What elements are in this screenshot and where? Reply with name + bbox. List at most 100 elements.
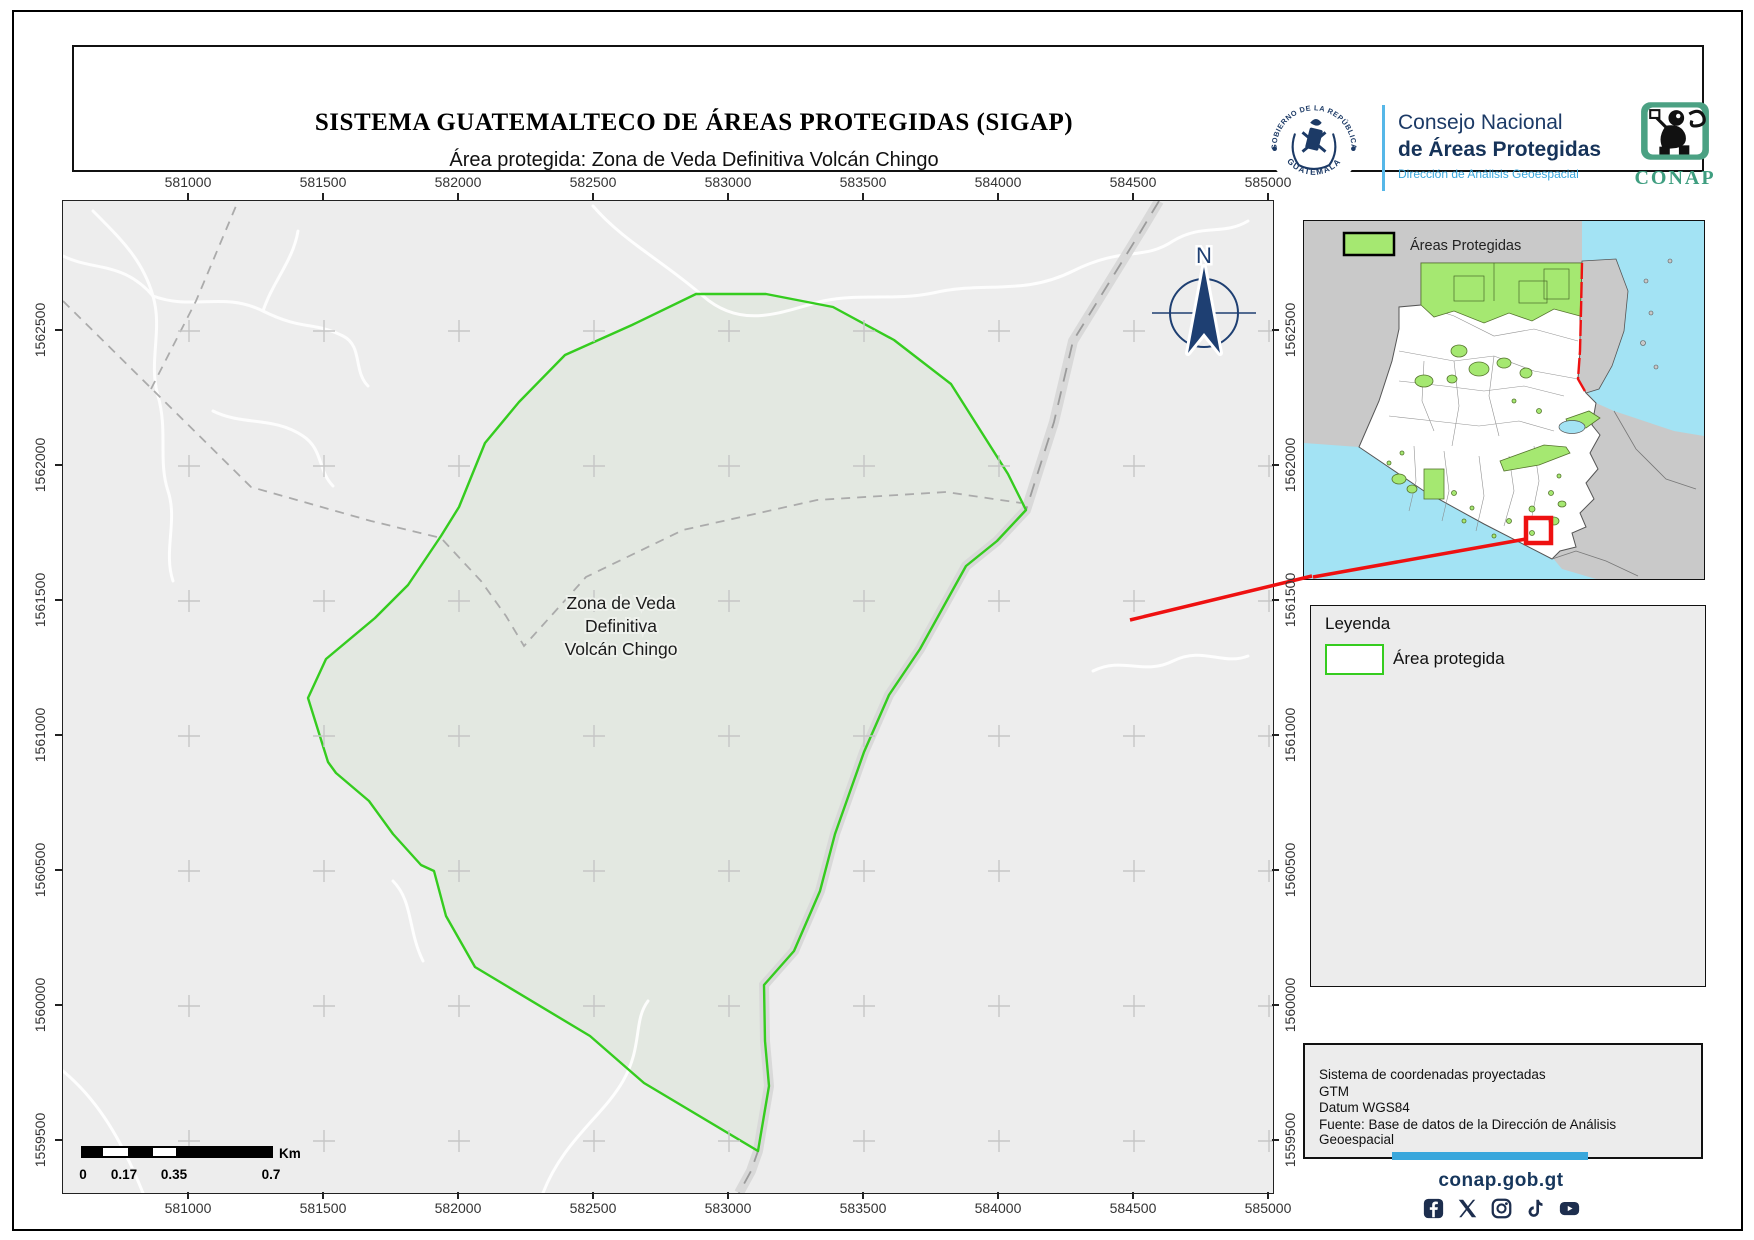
facebook-icon[interactable] (1423, 1198, 1444, 1219)
x-twitter-icon[interactable] (1457, 1198, 1478, 1219)
grid-crosses (178, 320, 1280, 1152)
protected-area-outline (306, 292, 1028, 1153)
y-tick (1272, 734, 1279, 736)
scale-unit: Km (279, 1146, 301, 1161)
x-tick-label-bottom: 581000 (164, 1200, 212, 1216)
location-highlight-rect (1523, 515, 1554, 546)
svg-text:Volcán Chingo: Volcán Chingo (565, 639, 678, 659)
x-tick (862, 193, 864, 200)
tiktok-icon[interactable] (1525, 1198, 1546, 1219)
footer-accent-bar (1392, 1152, 1588, 1160)
protected-area-swatch (1325, 644, 1384, 675)
y-tick (1272, 464, 1279, 466)
legend-panel: Leyenda Área protegida (1310, 605, 1706, 987)
coordinate-info-panel: Sistema de coordenadas proyectadas GTM D… (1303, 1043, 1703, 1159)
website-link[interactable]: conap.gob.gt (1438, 1170, 1564, 1191)
y-tick-label-left: 1562500 (32, 302, 48, 358)
page-border (12, 10, 1743, 1231)
inset-legend: Áreas Protegidas (1342, 231, 1521, 257)
x-tick-label-bottom: 582500 (569, 1200, 617, 1216)
x-tick (1267, 193, 1269, 200)
x-tick (1267, 1192, 1269, 1199)
north-label: N (1196, 243, 1212, 268)
y-tick (1272, 329, 1279, 331)
svg-text:0.35: 0.35 (161, 1167, 188, 1182)
info-line: GTM (1319, 1083, 1349, 1099)
leader-line-outer (1129, 574, 1313, 622)
title-block: SISTEMA GUATEMALTECO DE ÁREAS PROTEGIDAS… (164, 109, 1224, 172)
y-tick-label-left: 1560000 (32, 977, 48, 1033)
seal-wreath (1291, 133, 1337, 170)
x-tick (1132, 193, 1134, 200)
x-tick (322, 1192, 324, 1199)
svg-text:0.7: 0.7 (262, 1167, 281, 1182)
trail-lines (62, 205, 1022, 648)
x-tick (727, 1192, 729, 1199)
x-tick (592, 1192, 594, 1199)
y-tick (55, 464, 62, 466)
x-tick (322, 193, 324, 200)
x-tick-label-top: 583500 (839, 174, 887, 190)
info-line: Fuente: Base de datos de la Dirección de… (1319, 1116, 1617, 1147)
inset-legend-swatch (1342, 231, 1396, 257)
conap-logo: CONAP (1630, 101, 1720, 197)
header-divider (1382, 105, 1385, 191)
x-tick-label-top: 583000 (704, 174, 752, 190)
x-tick-label-bottom: 582000 (434, 1200, 482, 1216)
x-tick-label-bottom: 584000 (974, 1200, 1022, 1216)
y-tick (1272, 1004, 1279, 1006)
y-tick-label-right: 1560000 (1282, 977, 1298, 1033)
conap-wordmark: CONAP (1634, 167, 1716, 189)
page-subtitle: Área protegida: Zona de Veda Definitiva … (449, 149, 939, 171)
y-tick-label-left: 1561000 (32, 707, 48, 763)
y-tick-label-right: 1562500 (1282, 302, 1298, 358)
y-tick (55, 1139, 62, 1141)
y-tick-label-right: 1561000 (1282, 707, 1298, 763)
guatemala-outline (1358, 262, 1601, 560)
legend-title: Leyenda (1325, 614, 1391, 633)
y-tick (1272, 869, 1279, 871)
header: SISTEMA GUATEMALTECO DE ÁREAS PROTEGIDAS… (72, 45, 1714, 191)
y-tick (55, 599, 62, 601)
peten-reserve-outlines (1453, 263, 1570, 304)
protected-area-polygon (308, 294, 1026, 1151)
lake-izabal (1558, 420, 1586, 434)
conap-monkey-icon (1641, 102, 1709, 160)
x-tick-label-bottom: 583500 (839, 1200, 887, 1216)
x-tick (1132, 1192, 1134, 1199)
x-tick-label-top: 581000 (164, 174, 212, 190)
svg-text:0: 0 (79, 1167, 87, 1182)
inset-overview-map: Áreas Protegidas (1303, 220, 1705, 580)
y-tick (55, 329, 62, 331)
x-tick-label-bottom: 581500 (299, 1200, 347, 1216)
svg-text:Zona de Veda: Zona de Veda (567, 593, 676, 613)
x-tick (997, 1192, 999, 1199)
x-tick-label-top: 582500 (569, 174, 617, 190)
cayes (1640, 258, 1673, 370)
x-tick-label-bottom: 584500 (1109, 1200, 1157, 1216)
y-tick-label-left: 1560500 (32, 842, 48, 898)
org-name-block: Consejo Nacional de Áreas Protegidas Dir… (1398, 111, 1628, 181)
y-tick (55, 734, 62, 736)
pacific-ocean (1304, 443, 1596, 579)
area-label: Zona de Veda Definitiva Volcán Chingo (563, 591, 680, 661)
x-tick (457, 193, 459, 200)
y-tick-label-left: 1561500 (32, 572, 48, 628)
svg-text:0.17: 0.17 (111, 1167, 137, 1182)
svg-text:Definitiva: Definitiva (585, 616, 657, 636)
x-tick (727, 193, 729, 200)
y-tick (1272, 1139, 1279, 1141)
belize-red-line (1576, 262, 1588, 394)
north-arrow-icon: N (1152, 241, 1256, 356)
y-tick-label-right: 1562000 (1282, 437, 1298, 493)
x-tick-label-bottom: 583000 (704, 1200, 752, 1216)
scale-bar: 0 0.17 0.35 0.7 Km (78, 1146, 301, 1184)
instagram-icon[interactable] (1491, 1198, 1512, 1219)
y-tick-label-left: 1562000 (32, 437, 48, 493)
youtube-icon[interactable] (1559, 1198, 1580, 1219)
x-tick-label-top: 581500 (299, 174, 347, 190)
info-line: Datum WGS84 (1319, 1100, 1410, 1115)
x-tick-label-top: 582000 (434, 174, 482, 190)
legend-item-label: Área protegida (1393, 649, 1505, 668)
